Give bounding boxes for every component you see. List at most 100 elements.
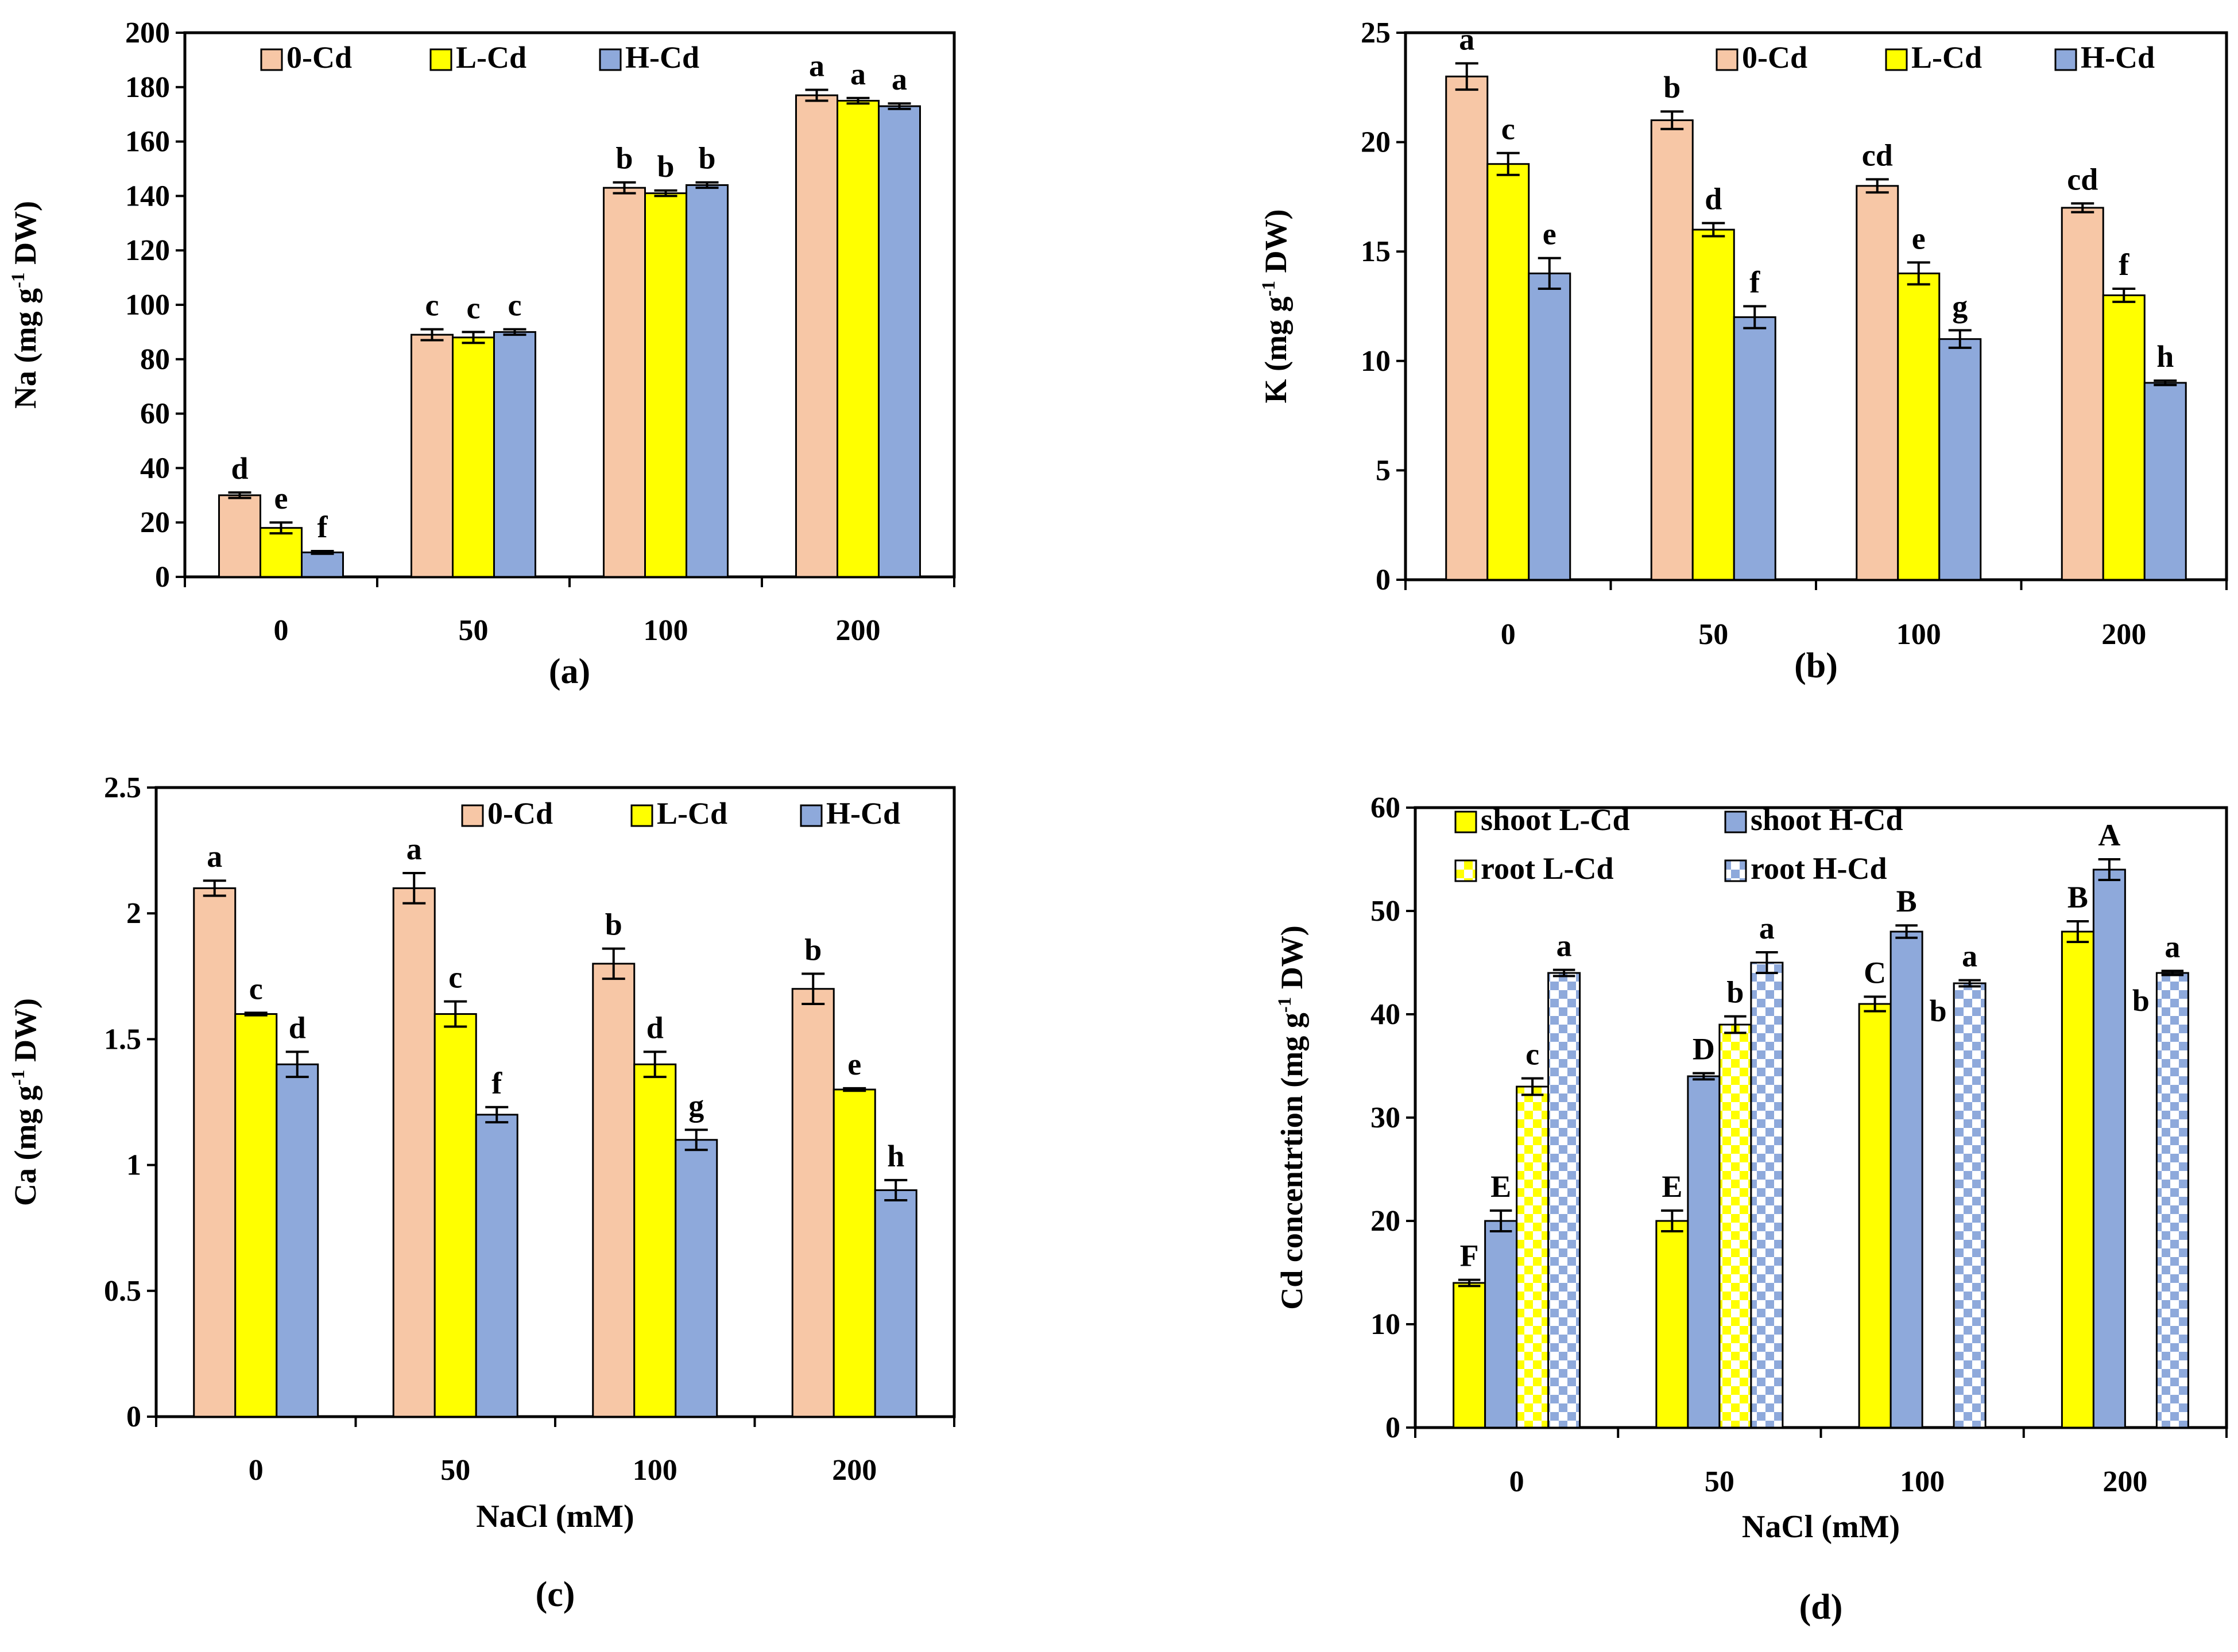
- x-category-label: 100: [1896, 618, 1941, 651]
- y-tick-label: 40: [1370, 998, 1400, 1031]
- panel-label: (c): [536, 1575, 575, 1614]
- significance-letter: c: [467, 290, 481, 325]
- bar: [1856, 185, 1899, 581]
- y-tick-label: 80: [140, 343, 170, 376]
- x-category-label: 50: [1705, 1465, 1734, 1498]
- bar: [644, 192, 687, 578]
- bar: [475, 1114, 518, 1418]
- significance-letter: h: [887, 1139, 904, 1173]
- bar: [795, 94, 838, 578]
- x-category-label: 100: [644, 614, 688, 647]
- significance-letter: b: [804, 932, 822, 967]
- bar: [452, 336, 495, 578]
- bar: [592, 963, 636, 1418]
- significance-letter: c: [425, 288, 439, 323]
- chart-panel-d: 0 10 20 30 40 50 60 Cd concentrtion (mg g-1 DW)…: [1275, 792, 2228, 1627]
- y-axis-label-tail: DW): [1259, 210, 1293, 281]
- bar: [1889, 930, 1923, 1429]
- legend-label: 0-Cd: [1742, 40, 1807, 75]
- y-tick-label: 50: [1370, 895, 1400, 928]
- bar: [1655, 1220, 1689, 1429]
- significance-letter: a: [406, 832, 422, 866]
- bar: [433, 1013, 477, 1418]
- bar: [1650, 119, 1694, 581]
- y-tick-label: 15: [1361, 235, 1391, 268]
- y-tick-label: 2: [126, 897, 141, 930]
- y-tick-label: 20: [1361, 126, 1391, 159]
- significance-letter: a: [1459, 22, 1474, 56]
- bar: [1484, 1220, 1518, 1429]
- significance-letter: d: [289, 1010, 306, 1045]
- legend-swatch: [630, 804, 653, 827]
- significance-letter: d: [646, 1010, 664, 1045]
- y-tick-label: 200: [125, 17, 170, 49]
- x-category-label: 0: [1509, 1465, 1524, 1498]
- legend-swatch: [260, 48, 283, 71]
- legend-label: L-Cd: [456, 40, 526, 75]
- y-tick-label: 0: [155, 561, 170, 594]
- bar: [1547, 972, 1581, 1429]
- significance-letter: a: [2165, 929, 2180, 964]
- bar: [193, 887, 237, 1418]
- legend-swatch: [1454, 811, 1477, 833]
- y-tick-label: 0: [1385, 1411, 1400, 1444]
- legend-label: 0-Cd: [487, 796, 553, 831]
- legend-label: H-Cd: [625, 40, 699, 75]
- bar: [234, 1013, 278, 1418]
- bar: [1445, 75, 1489, 581]
- significance-letter: a: [207, 839, 222, 874]
- significance-letter: a: [850, 57, 866, 91]
- legend-swatch: [1454, 859, 1477, 882]
- legend-label: shoot H-Cd: [1751, 802, 1903, 837]
- panel-label: (b): [1794, 646, 1838, 685]
- y-axis-label-main: K (mg g: [1259, 297, 1293, 404]
- panel-label: (d): [1799, 1588, 1843, 1627]
- chart-panel-a: 0 20 40 60 80 100 120 140 160 180 200 Na (mg g-1 DW…: [8, 17, 956, 691]
- significance-letter: d: [231, 451, 248, 486]
- bar: [2092, 868, 2126, 1429]
- x-category-label: 0: [274, 614, 289, 647]
- y-tick-label: 160: [125, 126, 170, 158]
- significance-letter: b: [1726, 975, 1744, 1010]
- bar: [1718, 1023, 1752, 1429]
- y-tick-label: 2.5: [104, 771, 141, 804]
- x-axis-label: NaCl (mM): [1742, 1509, 1900, 1545]
- significance-letter: A: [2098, 818, 2120, 852]
- legend-swatch: [2054, 48, 2077, 71]
- bar: [633, 1063, 677, 1418]
- legend-label: H-Cd: [826, 796, 900, 831]
- bar: [874, 1189, 917, 1418]
- x-category-label: 0: [249, 1454, 264, 1487]
- significance-letter: B: [1896, 884, 1917, 918]
- legend-label: root L-Cd: [1481, 851, 1614, 886]
- bar: [2061, 930, 2094, 1429]
- y-axis-label-sup: -1: [8, 273, 29, 289]
- significance-letter: c: [508, 288, 522, 323]
- significance-letter: g: [688, 1088, 704, 1123]
- y-tick-label: 180: [125, 71, 170, 104]
- significance-letter: cd: [2067, 162, 2098, 196]
- y-tick-label: 20: [1370, 1205, 1400, 1238]
- legend-label: root H-Cd: [1751, 851, 1887, 886]
- x-category-label: 100: [633, 1454, 677, 1487]
- bar: [1453, 1282, 1486, 1429]
- significance-letter: f: [2119, 247, 2129, 282]
- bar: [276, 1063, 319, 1418]
- bar: [411, 333, 454, 578]
- significance-letter: F: [1460, 1239, 1479, 1273]
- y-tick-label: 10: [1370, 1308, 1400, 1341]
- bar: [1953, 982, 1987, 1429]
- significance-letter: h: [2156, 339, 2174, 374]
- legend-swatch: [800, 804, 823, 827]
- bar: [1750, 961, 1784, 1429]
- x-category-label: 50: [440, 1454, 470, 1487]
- legend-label: H-Cd: [2081, 40, 2155, 75]
- bar: [686, 184, 729, 578]
- bar: [833, 1088, 876, 1418]
- y-tick-label: 60: [1370, 792, 1400, 824]
- bar: [2155, 972, 2189, 1429]
- legend-swatch: [461, 804, 484, 827]
- significance-letter: f: [491, 1066, 502, 1100]
- y-tick-label: 20: [140, 506, 170, 539]
